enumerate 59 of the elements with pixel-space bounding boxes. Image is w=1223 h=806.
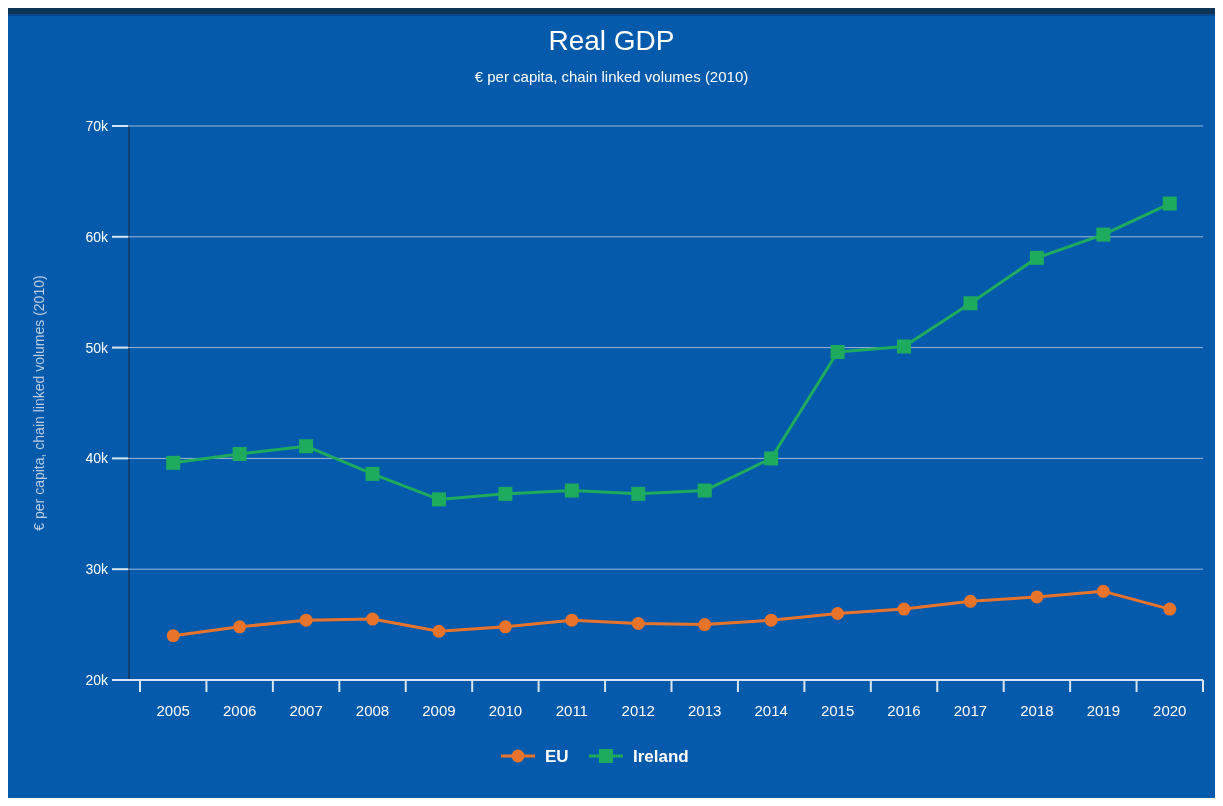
point <box>565 613 579 627</box>
y-axis-title: € per capita, chain linked volumes (2010) <box>31 275 47 531</box>
x-tick-label: 2019 <box>1086 702 1121 719</box>
point <box>897 339 912 354</box>
point <box>564 483 579 498</box>
x-tick-label: 2013 <box>688 702 722 719</box>
point <box>897 602 911 616</box>
x-tick-label: 2018 <box>1020 702 1054 719</box>
point <box>631 486 646 501</box>
point <box>498 486 513 501</box>
point <box>432 624 446 638</box>
point <box>366 612 380 626</box>
point <box>698 618 712 632</box>
x-tick-label: 2014 <box>754 702 788 719</box>
point <box>631 616 645 630</box>
point <box>831 607 845 621</box>
x-tick-label: 2008 <box>355 702 390 719</box>
point <box>166 629 180 643</box>
point <box>232 446 247 461</box>
point <box>166 455 181 470</box>
point <box>1163 602 1177 616</box>
x-tick-label: 2006 <box>222 702 257 719</box>
point <box>963 296 978 311</box>
x-tick-label: 2011 <box>555 702 588 719</box>
x-tick-label: 2020 <box>1153 702 1187 719</box>
point <box>299 439 314 454</box>
chart-title: Real GDP <box>548 25 675 56</box>
y-tick-label: 70k <box>85 118 109 134</box>
x-tick-label: 2007 <box>289 702 323 719</box>
point <box>963 594 977 608</box>
point <box>830 345 845 360</box>
y-tick-label: 20k <box>85 672 109 688</box>
x-tick-label: 2015 <box>820 702 855 719</box>
point <box>1162 196 1177 211</box>
point <box>1029 250 1044 265</box>
y-tick-label: 30k <box>85 561 109 578</box>
x-tick-label: 2009 <box>422 702 456 719</box>
point <box>1030 590 1044 604</box>
point <box>365 466 380 481</box>
point <box>764 613 778 627</box>
legend-label: Ireland <box>633 747 689 766</box>
legend-label: EU <box>545 747 569 766</box>
y-tick-label: 50k <box>85 339 109 356</box>
chart-subtitle: € per capita, chain linked volumes (2010) <box>474 68 749 85</box>
point <box>1096 584 1110 598</box>
point <box>233 620 247 634</box>
point <box>1096 227 1111 242</box>
x-tick-label: 2016 <box>887 702 921 719</box>
point <box>697 483 712 498</box>
y-tick-label: 60k <box>85 228 109 245</box>
y-tick-label: 40k <box>85 450 109 467</box>
point <box>431 492 446 507</box>
x-tick-label: 2005 <box>156 702 190 719</box>
x-tick-label: 2017 <box>953 702 988 719</box>
point <box>764 451 779 466</box>
x-tick-label: 2010 <box>488 702 523 719</box>
point <box>299 613 313 627</box>
point <box>498 620 512 634</box>
x-tick-label: 2012 <box>621 702 655 719</box>
